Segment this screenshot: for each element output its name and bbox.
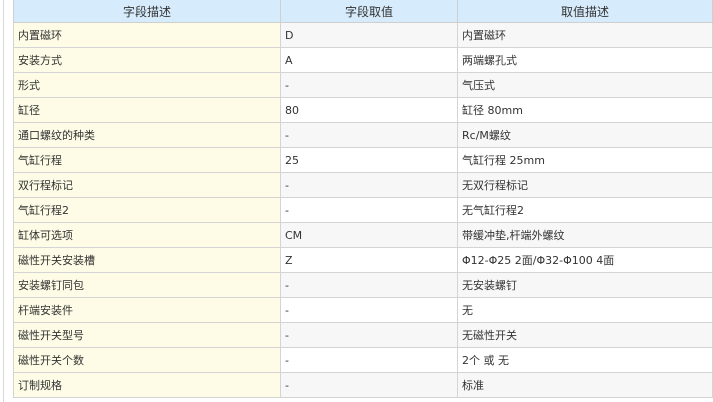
cell-field-value: -: [280, 272, 458, 298]
cell-value-desc: 无气缸行程2: [457, 197, 713, 223]
cell-field-desc: 内置磁环: [13, 22, 281, 48]
cell-field-desc: 双行程标记: [13, 172, 281, 198]
cell-field-desc: 气缸行程2: [13, 197, 281, 223]
table-row: 通口螺纹的种类 - Rc/M螺纹: [13, 122, 713, 148]
cell-field-value: D: [280, 22, 458, 48]
cell-value-desc: 无磁性开关: [457, 322, 713, 348]
cell-value-desc: 气压式: [457, 72, 713, 98]
table-row: 杆端安装件 - 无: [13, 297, 713, 323]
table-row: 磁性开关安装槽 Z Φ12-Φ25 2面/Φ32-Φ100 4面: [13, 247, 713, 273]
cell-value-desc: 无双行程标记: [457, 172, 713, 198]
cell-field-desc: 磁性开关安装槽: [13, 247, 281, 273]
cell-value-desc: 内置磁环: [457, 22, 713, 48]
table-row: 气缸行程2- 无气缸行程2: [13, 197, 713, 223]
header-value-desc: 取值描述: [457, 0, 713, 23]
header-row: 字段描述 字段取值 取值描述: [13, 0, 713, 23]
cell-field-desc: 形式: [13, 72, 281, 98]
cell-field-desc: 缸体可选项: [13, 222, 281, 248]
table-row: 磁性开关个数 -2个 或 无: [13, 347, 713, 373]
table-row: 双行程标记 - 无双行程标记: [13, 172, 713, 198]
cell-value-desc: 缸径 80mm: [457, 97, 713, 123]
cell-field-desc: 磁性开关型号: [13, 322, 281, 348]
cell-field-desc: 磁性开关个数: [13, 347, 281, 373]
header-field-desc: 字段描述: [13, 0, 281, 23]
cell-field-desc: 订制规格: [13, 372, 281, 398]
cell-field-value: -: [280, 122, 458, 148]
cell-field-value: 25: [280, 147, 458, 173]
table-row: 订制规格 - 标准: [13, 372, 713, 398]
table-row: 安装螺钉同包 - 无安装螺钉: [13, 272, 713, 298]
cell-field-value: Z: [280, 247, 458, 273]
cell-field-desc: 杆端安装件: [13, 297, 281, 323]
cell-value-desc: 带缓冲垫,杆端外螺纹: [457, 222, 713, 248]
cell-value-desc: 无安装螺钉: [457, 272, 713, 298]
cell-value-desc: 气缸行程 25mm: [457, 147, 713, 173]
cell-field-value: -: [280, 72, 458, 98]
cell-field-value: 80: [280, 97, 458, 123]
header-field-value: 字段取值: [280, 0, 458, 23]
cell-value-desc: 两端螺孔式: [457, 47, 713, 73]
spec-table-container: 字段描述 字段取值 取值描述 内置磁环 D 内置磁环 安装方式 A 两端螺孔式 形式 - 气压式…: [13, 0, 713, 398]
cell-field-value: -: [280, 372, 458, 398]
spec-table: 字段描述 字段取值 取值描述 内置磁环 D 内置磁环 安装方式 A 两端螺孔式 形式 - 气压式…: [13, 0, 713, 398]
table-row: 缸径 80 缸径 80mm: [13, 97, 713, 123]
left-border: [3, 0, 4, 402]
cell-field-value: -: [280, 172, 458, 198]
cell-field-value: -: [280, 322, 458, 348]
table-row: 形式 - 气压式: [13, 72, 713, 98]
cell-field-desc: 气缸行程: [13, 147, 281, 173]
cell-field-value: CM: [280, 222, 458, 248]
cell-field-value: -: [280, 197, 458, 223]
cell-value-desc: Rc/M螺纹: [457, 122, 713, 148]
cell-field-desc: 安装方式: [13, 47, 281, 73]
cell-field-value: A: [280, 47, 458, 73]
cell-field-desc: 安装螺钉同包: [13, 272, 281, 298]
table-row: 安装方式 A 两端螺孔式: [13, 47, 713, 73]
table-row: 气缸行程 25 气缸行程 25mm: [13, 147, 713, 173]
cell-field-desc: 通口螺纹的种类: [13, 122, 281, 148]
cell-value-desc: 无: [457, 297, 713, 323]
table-row: 磁性开关型号 - 无磁性开关: [13, 322, 713, 348]
table-row: 内置磁环 D 内置磁环: [13, 22, 713, 48]
cell-field-desc: 缸径: [13, 97, 281, 123]
cell-value-desc: 2个 或 无: [457, 347, 713, 373]
cell-field-value: -: [280, 297, 458, 323]
cell-value-desc: Φ12-Φ25 2面/Φ32-Φ100 4面: [457, 247, 713, 273]
cell-value-desc: 标准: [457, 372, 713, 398]
cell-field-value: -: [280, 347, 458, 373]
table-row: 缸体可选项 CM 带缓冲垫,杆端外螺纹: [13, 222, 713, 248]
